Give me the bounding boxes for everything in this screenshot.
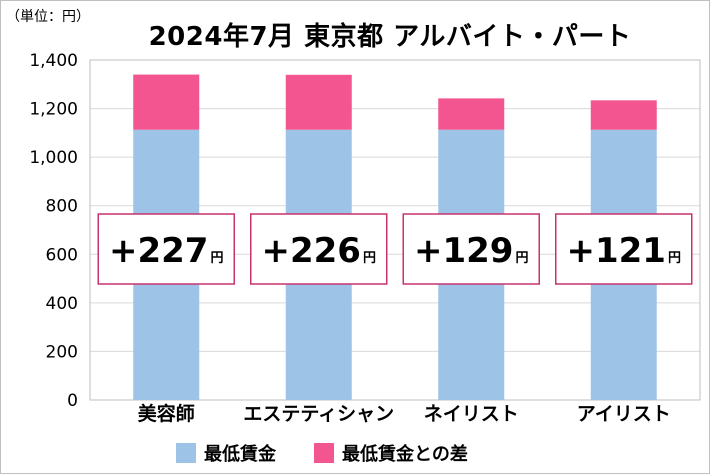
legend-item-minimum-wage: 最低賃金 xyxy=(176,440,276,466)
bar-difference xyxy=(590,100,657,130)
difference-unit: 円 xyxy=(210,251,223,266)
difference-callout xyxy=(555,213,693,285)
difference-value: +121 xyxy=(567,231,666,271)
legend-swatch-difference xyxy=(314,443,334,463)
category-label: 美容師 xyxy=(138,402,195,425)
unit-label: （単位：円） xyxy=(6,9,90,25)
chart-title: 2024年7月 東京都 アルバイト・パート xyxy=(148,22,632,52)
y-tick-label: 1,200 xyxy=(29,100,78,120)
y-tick-label: 600 xyxy=(46,245,78,265)
legend-label-minimum-wage: 最低賃金 xyxy=(204,444,276,465)
y-tick-label: 1,000 xyxy=(29,148,78,168)
difference-label: +227 円 xyxy=(109,231,223,271)
category-label: アイリスト xyxy=(577,403,671,425)
difference-callout xyxy=(97,213,235,285)
difference-label: +129 円 xyxy=(414,231,528,271)
y-tick-label: 400 xyxy=(46,294,78,314)
bar-difference xyxy=(438,98,505,130)
difference-unit: 円 xyxy=(515,251,528,266)
difference-unit: 円 xyxy=(668,251,681,266)
difference-callout xyxy=(250,213,388,285)
category-label: ネイリスト xyxy=(424,403,519,425)
y-tick-label: 1,400 xyxy=(29,51,78,71)
bar-difference xyxy=(285,74,352,130)
y-tick-label: 800 xyxy=(46,197,78,217)
y-tick-label: 200 xyxy=(46,342,78,362)
difference-value: +226 xyxy=(262,231,361,271)
difference-value: +129 xyxy=(414,231,513,271)
legend-item-difference: 最低賃金との差 xyxy=(314,440,468,466)
legend-swatch-minimum-wage xyxy=(176,443,196,463)
difference-label: +226 円 xyxy=(262,231,376,271)
plot-area xyxy=(89,59,701,401)
difference-unit: 円 xyxy=(363,251,376,266)
category-label: エステティシャン xyxy=(243,403,394,425)
legend: 最低賃金 最低賃金との差 xyxy=(176,440,468,466)
bar-difference xyxy=(133,74,200,130)
y-tick-label: 0 xyxy=(67,391,78,411)
difference-value: +227 xyxy=(109,231,208,271)
difference-callout xyxy=(402,213,540,285)
legend-label-difference: 最低賃金との差 xyxy=(342,444,468,465)
difference-label: +121 円 xyxy=(567,231,681,271)
